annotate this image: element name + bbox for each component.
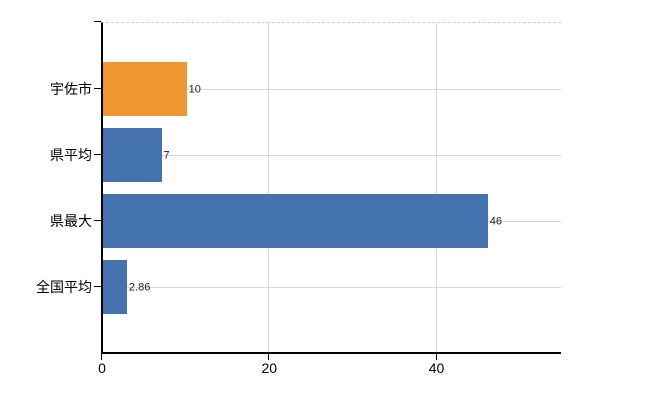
bar-pref-max <box>103 194 488 248</box>
plot-area: 10 7 46 2.86 <box>101 22 561 354</box>
horizontal-gridline <box>103 287 561 288</box>
x-axis-tick-label: 20 <box>261 360 278 376</box>
bar-pref-average <box>103 128 162 182</box>
y-axis-tick <box>94 88 101 89</box>
vertical-gridline <box>268 23 270 352</box>
x-axis-tick-label: 0 <box>98 360 106 376</box>
value-label: 46 <box>489 215 502 228</box>
x-axis-tick-label: 40 <box>428 360 445 376</box>
y-axis-top-tick <box>94 21 101 22</box>
category-label: 宇佐市 <box>50 81 92 97</box>
category-label: 全国平均 <box>36 279 92 295</box>
y-axis-tick <box>94 220 101 221</box>
horizontal-gridline <box>103 155 561 156</box>
bar-national-average <box>103 260 127 314</box>
category-label: 県平均 <box>50 147 92 163</box>
x-axis-tick <box>435 354 437 360</box>
horizontal-gridline <box>103 89 561 90</box>
y-axis-tick <box>94 286 101 287</box>
bar-usa-city <box>103 62 187 116</box>
vertical-gridline <box>435 23 437 352</box>
value-label: 2.86 <box>128 281 151 294</box>
value-label: 10 <box>188 83 201 96</box>
value-label: 7 <box>163 149 170 162</box>
x-axis-tick <box>268 354 270 360</box>
x-axis-tick <box>101 354 102 360</box>
y-axis-tick <box>94 154 101 155</box>
category-label: 県最大 <box>50 213 92 229</box>
